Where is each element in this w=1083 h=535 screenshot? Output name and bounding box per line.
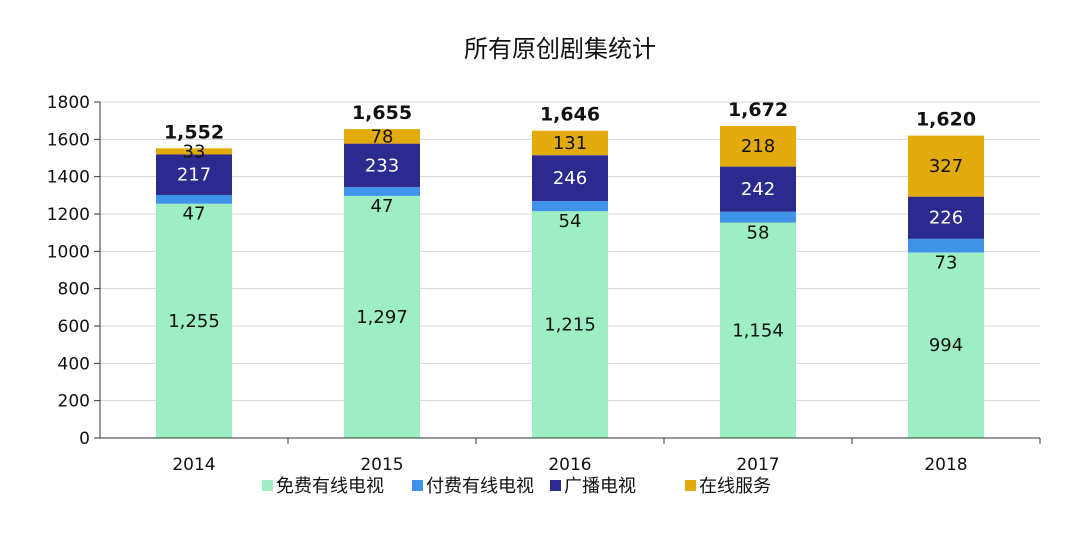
bar-segment [720, 166, 796, 212]
data-label: 1,215 [544, 315, 596, 336]
y-tick-label: 0 [79, 429, 90, 449]
legend-swatch [412, 480, 423, 491]
y-tick-label: 1000 [47, 242, 90, 262]
legend-label: 在线服务 [699, 476, 771, 497]
bar-segment [908, 252, 984, 438]
data-label: 233 [365, 155, 399, 176]
data-label: 226 [929, 208, 963, 229]
y-tick-label: 1800 [47, 93, 90, 113]
bar-segment [156, 194, 232, 204]
data-label: 73 [935, 252, 958, 273]
data-label: 218 [741, 136, 775, 157]
total-label: 1,552 [164, 121, 224, 143]
x-tick-label: 2014 [172, 455, 215, 475]
legend-swatch [550, 480, 561, 491]
axes: 0 200 400 600 800 1000 1200 1400 1600 1800 2014 201… [47, 93, 1041, 475]
x-tick-label: 2018 [924, 455, 967, 475]
bar-segment [720, 222, 796, 438]
legend-label: 广播电视 [564, 476, 636, 497]
bar-segment [720, 125, 796, 167]
y-tick-label: 1600 [47, 130, 90, 150]
data-label: 217 [177, 165, 211, 186]
total-label: 1,646 [540, 104, 600, 126]
bar-segment [908, 135, 984, 197]
y-tick-label: 800 [58, 280, 90, 300]
y-tick-label: 1400 [47, 168, 90, 188]
y-tick-label: 600 [58, 317, 90, 337]
bar-segment [344, 143, 420, 188]
bar-segment [532, 211, 608, 438]
bar-segment [532, 201, 608, 212]
data-label: 131 [553, 133, 587, 154]
data-label: 47 [183, 204, 206, 225]
data-label: 1,255 [168, 311, 220, 332]
total-label: 1,655 [352, 102, 412, 124]
bar-segment [156, 203, 232, 438]
bar-segment [344, 187, 420, 196]
data-label: 1,154 [732, 320, 784, 341]
data-label: 1,297 [356, 307, 408, 328]
data-label: 47 [371, 196, 394, 217]
data-label: 33 [183, 141, 206, 162]
data-label: 327 [929, 156, 963, 177]
bar-segment [344, 129, 420, 144]
x-tick-label: 2017 [736, 455, 779, 475]
bar-segment [908, 196, 984, 239]
data-label: 54 [559, 211, 582, 232]
data-label: 246 [553, 168, 587, 189]
data-label: 58 [747, 223, 770, 244]
data-label: 78 [371, 126, 394, 147]
chart-title: 所有原创剧集统计 [464, 35, 656, 63]
bar-segment [532, 155, 608, 202]
y-tick-label: 1200 [47, 205, 90, 225]
bar-segment [720, 211, 796, 223]
bars: 1,255 47 217 331,552 1,297 47 233 781,655 1,215 5… [156, 99, 984, 438]
bar-segment [532, 130, 608, 156]
legend-swatch [685, 480, 696, 491]
bar-segment [908, 238, 984, 253]
bar-segment [156, 148, 232, 155]
total-label: 1,620 [916, 109, 976, 131]
data-label: 242 [741, 179, 775, 200]
legend-label: 付费有线电视 [426, 476, 534, 497]
legend-label: 免费有线电视 [276, 476, 384, 497]
bar-segment [156, 154, 232, 195]
y-tick-label: 400 [58, 354, 90, 374]
total-label: 1,672 [728, 99, 788, 121]
legend-swatch [262, 480, 273, 491]
x-tick-label: 2016 [548, 455, 591, 475]
x-tick-label: 2015 [360, 455, 403, 475]
bar-segment [344, 195, 420, 438]
data-label: 994 [929, 335, 963, 356]
y-tick-label: 200 [58, 392, 90, 412]
legend: 免费有线电视 付费有线电视 广播电视 在线服务 [262, 476, 771, 497]
